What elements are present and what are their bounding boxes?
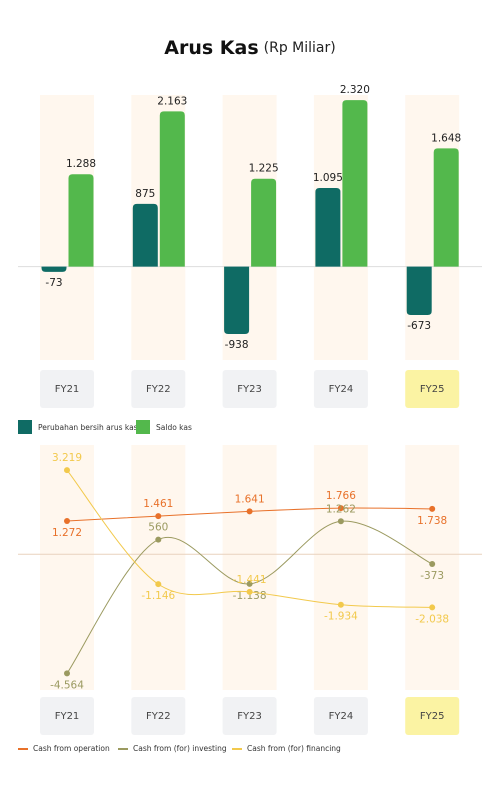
data-label: 1.288 <box>66 158 96 170</box>
category-box <box>131 697 186 735</box>
data-label: 875 <box>135 188 155 200</box>
category-box <box>40 697 94 735</box>
category-box <box>222 697 277 735</box>
legend-label: Cash from operation <box>33 744 110 753</box>
point <box>429 604 436 611</box>
data-label: -1.441 <box>233 574 267 586</box>
legend-swatch <box>18 420 32 434</box>
x-tick-label: FY24 <box>329 711 354 722</box>
point <box>155 513 162 520</box>
category-box <box>313 697 368 735</box>
bar <box>68 174 94 267</box>
point <box>64 518 70 525</box>
x-tick-label: FY22 <box>146 711 171 722</box>
data-label: -4.564 <box>50 679 84 691</box>
category-box <box>405 697 460 735</box>
category-box <box>222 370 277 408</box>
data-label: 560 <box>148 522 168 534</box>
category-box <box>313 370 368 408</box>
background-band <box>222 445 277 690</box>
chart-title-group: Arus Kas (Rp Miliar) <box>164 37 335 59</box>
background-band <box>405 445 460 690</box>
point <box>337 505 344 512</box>
bar <box>433 148 459 267</box>
chart-subtitle: (Rp Miliar) <box>264 40 336 56</box>
point <box>246 580 253 587</box>
data-label: -938 <box>225 339 249 351</box>
bar <box>406 266 432 315</box>
data-label: 1.095 <box>313 172 343 184</box>
x-tick-label: FY23 <box>237 711 262 722</box>
point <box>155 536 162 543</box>
chart-title: Arus Kas <box>164 37 258 59</box>
category-box <box>405 370 460 408</box>
series-line <box>66 469 433 608</box>
x-tick-label: FY25 <box>420 384 445 395</box>
legend-swatch <box>136 420 150 434</box>
point <box>155 581 162 588</box>
x-tick-label: FY25 <box>420 711 445 722</box>
category-box <box>40 370 94 408</box>
bar <box>342 100 368 267</box>
data-label: -73 <box>45 277 62 289</box>
data-label: 1.461 <box>143 498 173 510</box>
bar <box>159 111 185 267</box>
data-label: 3.219 <box>52 452 82 464</box>
data-label: -1.146 <box>141 590 175 602</box>
data-label: 1.225 <box>249 163 279 175</box>
x-tick-label: FY24 <box>329 384 354 395</box>
x-tick-label: FY22 <box>146 384 171 395</box>
data-label: 2.163 <box>157 95 187 107</box>
data-label: 1.738 <box>417 515 447 527</box>
legend-label: Saldo kas <box>156 423 192 432</box>
data-label: -1.934 <box>324 611 358 623</box>
background-band <box>313 445 368 690</box>
bar <box>132 203 158 267</box>
legend-label: Perubahan bersih arus kas <box>38 423 138 432</box>
point <box>429 560 436 567</box>
data-label: 1.272 <box>52 527 82 539</box>
x-tick-label: FY23 <box>237 384 262 395</box>
bar <box>251 178 277 267</box>
point <box>246 588 253 595</box>
point <box>246 508 253 515</box>
data-label: 1.648 <box>431 132 461 144</box>
data-label: 2.320 <box>340 84 370 96</box>
bar <box>41 266 67 272</box>
legend-label: Cash from (for) investing <box>133 744 227 753</box>
point <box>64 467 70 474</box>
x-tick-label: FY21 <box>55 711 80 722</box>
bar <box>315 188 341 267</box>
bar <box>224 266 250 335</box>
data-label: 1.641 <box>235 493 265 505</box>
category-box <box>131 370 186 408</box>
x-tick-label: FY21 <box>55 384 80 395</box>
point <box>429 505 436 512</box>
point <box>337 601 344 608</box>
legend-label: Cash from (for) financing <box>247 744 341 753</box>
data-label: 1.262 <box>326 503 356 515</box>
data-label: -373 <box>420 570 444 582</box>
data-label: -2.038 <box>415 613 449 625</box>
data-label: -673 <box>407 320 431 332</box>
background-band <box>40 445 94 690</box>
point <box>337 518 344 525</box>
point <box>64 670 70 677</box>
data-label: 1.766 <box>326 490 356 502</box>
